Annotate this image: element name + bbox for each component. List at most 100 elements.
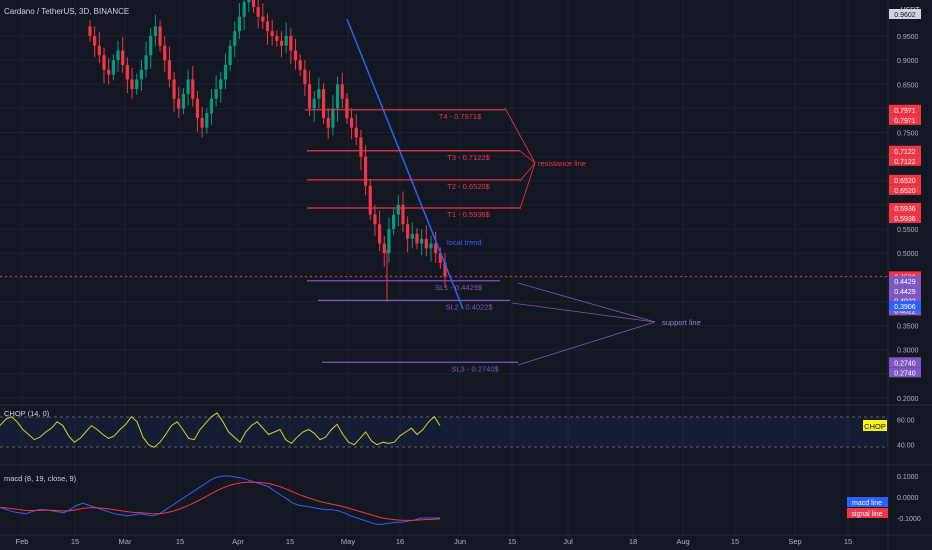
candle-body: [378, 224, 382, 244]
candle-body: [251, 0, 256, 8]
candle-body: [434, 243, 438, 254]
currency-label: USDT: [900, 7, 920, 14]
macd-tick-label: 0.0000: [897, 495, 919, 502]
candle-body: [97, 45, 101, 56]
price-tick-label: 0.9000: [897, 58, 919, 65]
candle-body: [228, 45, 232, 65]
candle-body: [415, 233, 419, 244]
level-label: SL1 - 0.4429$: [435, 283, 483, 292]
candle-body: [102, 55, 106, 70]
candle-body: [289, 36, 293, 51]
candle-body: [359, 137, 363, 157]
candle-body: [317, 89, 321, 99]
price-tag: [889, 301, 921, 312]
annotation-arrow: [517, 282, 656, 323]
time-tick-label: 15: [71, 537, 79, 546]
price-tag: [889, 9, 921, 19]
chop-tag-label: CHOP: [864, 422, 886, 431]
candle-body: [200, 118, 204, 128]
price-tag: [889, 184, 921, 195]
candle-body: [186, 79, 190, 94]
price-tag: [889, 114, 921, 125]
candle-body: [167, 60, 172, 80]
candle-body: [116, 50, 120, 61]
candle-body: [88, 26, 92, 36]
price-tag-label: 0.4429: [894, 289, 916, 296]
candle-body: [111, 60, 115, 75]
price-tag: [889, 367, 921, 378]
price-tag-label: 0.5936: [894, 216, 916, 223]
price-tag: [889, 213, 921, 224]
candle-body: [349, 118, 354, 128]
chart-symbol-title: Cardano / TetherUS, 3D, BINANCE: [4, 7, 129, 16]
macd-title: macd (8, 19, close, 9): [4, 474, 77, 483]
annotation-arrow: [519, 150, 536, 164]
candle-body: [438, 253, 442, 263]
candle-body: [237, 16, 242, 32]
macd-pane: macd (8, 19, close, 9) 0.1000 0.0000 -0.100…: [0, 474, 921, 525]
level-label: T1 - 0.5936$: [447, 210, 490, 219]
candle-body: [139, 69, 143, 80]
candles: [88, 0, 447, 302]
price-tick-label: 0.3500: [897, 324, 919, 331]
time-tick-label: Feb: [16, 537, 29, 546]
candle-body: [247, 0, 251, 3]
macd-legend-label: signal line: [851, 511, 882, 518]
candle-body: [284, 36, 288, 46]
candle-body: [181, 93, 186, 109]
local-trend-label: local trend: [447, 238, 482, 247]
price-tag-label: 0.4022: [894, 308, 916, 315]
price-tick-label: 0.5500: [897, 227, 919, 234]
candle-body: [326, 118, 330, 128]
macd-tick-label: -0.1000: [897, 516, 921, 523]
candle-body: [293, 50, 298, 61]
time-tick-label: Apr: [232, 537, 244, 546]
chop-band: [0, 417, 888, 447]
price-tag-label: 0.5936: [894, 206, 916, 213]
candle-body: [214, 89, 218, 99]
time-tick-label: Jul: [563, 537, 573, 546]
price-tag: [889, 145, 921, 156]
candle-body: [340, 84, 344, 99]
candle-body: [275, 36, 279, 41]
price-tag: [889, 275, 921, 286]
price-tag-label: 0.7971: [894, 118, 916, 125]
chop-title: CHOP (14, 0): [4, 409, 50, 418]
price-tick-label: 0.5000: [897, 251, 919, 258]
candle-body: [396, 204, 400, 215]
price-tag: [889, 155, 921, 166]
candle-body: [373, 214, 377, 225]
price-tick-label: 0.9500: [897, 34, 919, 41]
time-tick-label: May: [341, 537, 355, 546]
price-tag: [889, 174, 921, 185]
annotations: resistance line support line local trend: [447, 107, 701, 366]
levels: T4 - 0.7971$ T3 - 0.7122$ T2 - 0.6520$ T1 -…: [305, 109, 520, 373]
price-tag: [889, 295, 921, 306]
candle-body: [135, 79, 139, 90]
candle-body: [93, 36, 97, 46]
candle-body: [125, 64, 129, 80]
candle-body: [387, 229, 391, 254]
candle-body: [401, 204, 405, 225]
candle-body: [420, 238, 424, 244]
price-tick-label: 0.8500: [897, 82, 919, 89]
time-tick-label: Aug: [676, 537, 689, 546]
candle-body: [335, 84, 340, 109]
candle-body: [107, 69, 111, 75]
price-tag-label: 0.7122: [894, 149, 916, 156]
candle-body: [265, 21, 270, 32]
price-tag-label: 0.7971: [894, 108, 916, 115]
candle-body: [172, 79, 176, 99]
candle-body: [144, 55, 148, 70]
price-tag: [889, 285, 921, 296]
price-axis[interactable]: 0.95000.90000.85000.80000.75000.70000.65…: [889, 9, 921, 403]
time-tick-label: 15: [844, 537, 852, 546]
candle-body: [298, 60, 302, 70]
price-tag-label: 0.2740: [894, 370, 916, 377]
candle-body: [307, 84, 312, 109]
time-tick-label: 15: [731, 537, 739, 546]
time-tick-label: 16: [396, 537, 404, 546]
macd-legend-chip: [847, 497, 888, 507]
price-tag: [889, 104, 921, 115]
